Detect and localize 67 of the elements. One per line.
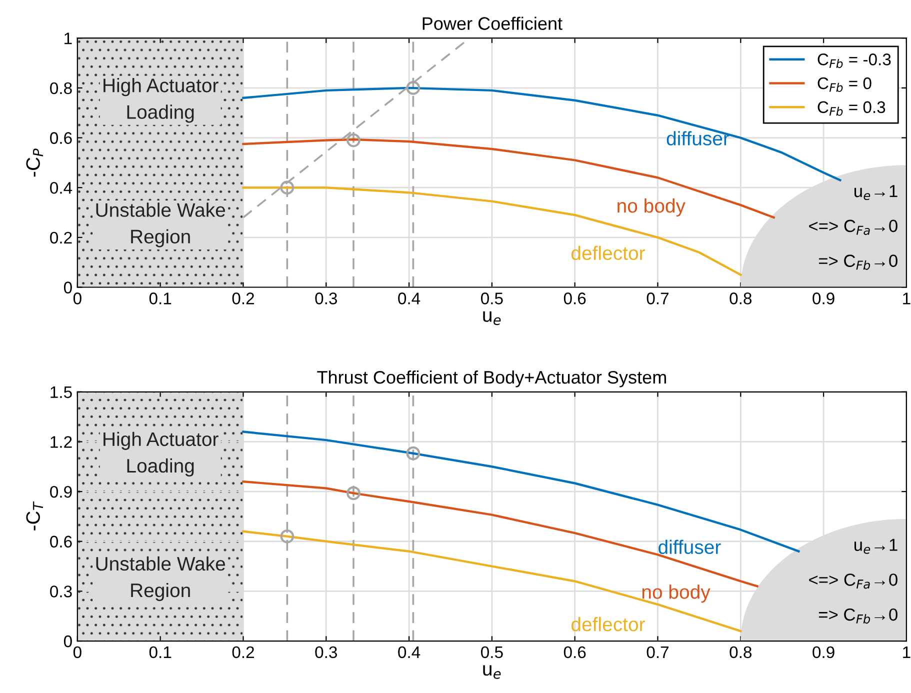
- x-tick-label: 0.1: [149, 646, 172, 658]
- annotation: => C$_{Fb}$→0: [818, 608, 898, 624]
- x-tick-label: 0.7: [646, 292, 668, 304]
- x-tick-label: 0.9: [812, 292, 834, 304]
- point: [346, 486, 360, 500]
- x-tick-label: 0.9: [812, 646, 834, 658]
- point: [406, 446, 420, 460]
- y-tick-label: 1: [64, 32, 72, 44]
- y-tick-label: 1.5: [50, 386, 72, 398]
- x-tick-label: 0.1: [149, 292, 172, 304]
- x-tick-label: 0.6: [564, 292, 586, 304]
- x-tick-label: 0.5: [481, 292, 503, 304]
- x-tick-label: 0.6: [564, 646, 586, 658]
- y-tick-label: 0: [64, 635, 72, 648]
- annotation: diffuser: [658, 540, 721, 554]
- annotation: High Actuator Loading: [104, 432, 218, 477]
- point: [406, 80, 420, 95]
- legend-label: C$_{Fb}$ = -0.3: [818, 54, 891, 68]
- annotation: deflector: [572, 616, 645, 632]
- y-axis-title: -C$_{P}$: [26, 148, 43, 177]
- annotation: deflector: [572, 246, 645, 260]
- chart-title: Thrust Coefficient of Body+Actuator System: [317, 370, 666, 388]
- chart-title: Power Coefficient: [422, 16, 562, 30]
- x-tick-label: 0: [73, 292, 82, 304]
- y-tick-label: 0: [64, 282, 72, 294]
- legend-label: C$_{Fb}$ = 0.3: [818, 101, 886, 116]
- x-tick-label: 0: [73, 646, 82, 658]
- x-tick-label: 0.3: [315, 646, 337, 658]
- line-series: [242, 430, 800, 552]
- annotation: <=> C$_{Fa}$→0: [809, 574, 898, 589]
- x-tick-label: 0.4: [398, 646, 420, 658]
- x-tick-label: 0.3: [315, 292, 337, 304]
- x-tick-label: 0.4: [398, 292, 420, 304]
- annotation: Unstable Wake Region: [96, 202, 226, 248]
- x-tick-label: 0.8: [730, 646, 752, 658]
- point: [280, 180, 294, 195]
- point: [346, 133, 360, 148]
- y-tick-label: 0.4: [50, 182, 72, 194]
- y-tick-label: 0.2: [50, 232, 72, 244]
- line-series: [242, 530, 742, 632]
- y-axis-title: -C$_{T}$: [26, 501, 43, 530]
- annotation: no body: [642, 584, 710, 603]
- x-tick-label: 0.8: [730, 292, 752, 304]
- annotation: u$_{e}$→1: [854, 185, 898, 200]
- y-tick-label: 1.2: [50, 436, 72, 448]
- annotation: diffuser: [666, 131, 730, 146]
- y-tick-label: 0.6: [50, 132, 72, 144]
- annotation: <=> C$_{Fa}$→0: [809, 220, 898, 235]
- x-tick-label: 1: [903, 292, 910, 304]
- x-tick-label: 0.7: [646, 646, 668, 658]
- annotation: => C$_{Fb}$→0: [818, 254, 898, 270]
- annotation: Unstable Wake Region: [96, 556, 226, 602]
- x-axis-title: u$_{e}$: [483, 665, 501, 679]
- annotation: High Actuator Loading: [104, 78, 218, 123]
- x-tick-label: 0.2: [232, 292, 254, 304]
- y-tick-label: 0.3: [50, 586, 72, 598]
- x-tick-label: 1: [903, 646, 910, 658]
- y-tick-label: 0.9: [50, 486, 72, 498]
- annotation: no body: [618, 198, 686, 217]
- point: [280, 529, 294, 544]
- y-tick-label: 0.8: [50, 82, 72, 94]
- x-tick-label: 0.2: [232, 646, 254, 658]
- legend-label: C$_{Fb}$ = 0: [818, 77, 872, 92]
- x-tick-label: 0.5: [481, 646, 503, 658]
- y-tick-label: 0.6: [50, 536, 72, 548]
- x-axis-title: u$_{e}$: [483, 311, 501, 326]
- annotation: u$_{e}$→1: [854, 538, 898, 554]
